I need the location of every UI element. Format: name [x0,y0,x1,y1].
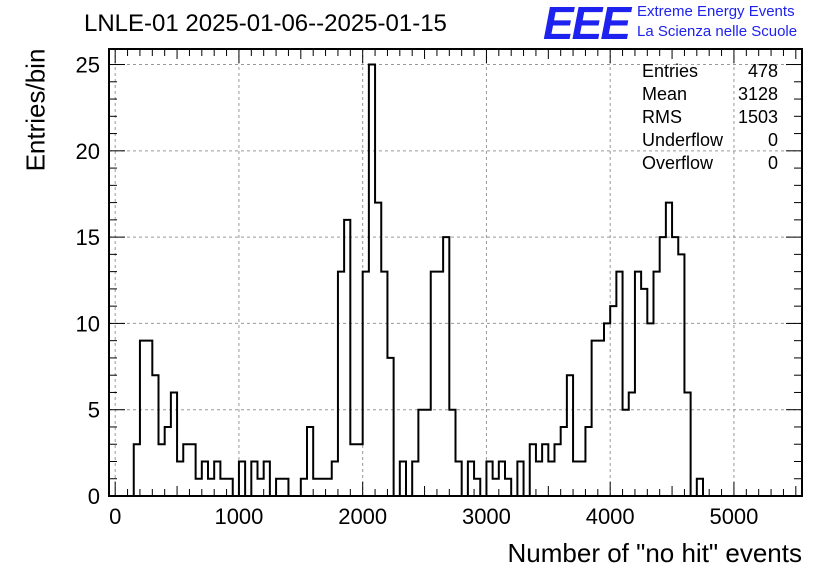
x-tick-label: 5000 [709,504,758,529]
x-axis-label: Number of "no hit" events [507,538,803,568]
chart-title: LNLE-01 2025-01-06--2025-01-15 [84,10,447,37]
stat-row-rms: RMS 1503 [642,106,778,129]
histogram-bin [573,461,579,496]
histogram-bin [493,479,499,496]
histogram-bin [666,203,672,496]
x-tick-label: 2000 [338,504,387,529]
eee-logo: EEE [543,0,631,49]
x-axis-ticks: 0 1000 2000 3000 4000 5000 [109,49,797,529]
stat-value: 0 [767,130,778,150]
histogram-bin [357,444,363,496]
stat-label: Underflow [642,130,724,150]
stat-value: 478 [747,61,778,81]
x-tick-label: 1000 [214,504,263,529]
stat-label: Mean [642,84,688,104]
y-tick-label: 25 [76,53,100,78]
histogram-bin [536,461,542,496]
histogram-series [127,63,710,497]
histogram-bin [326,479,332,496]
x-tick-label: 0 [109,504,121,529]
stat-label: RMS [642,107,682,127]
logo-line-2: La Scienza nelle Scuole [637,23,798,40]
histogram-bin [220,479,226,496]
stat-row-entries: Entries 478 [642,60,778,83]
histogram-bin [177,461,183,496]
logo-line-1: Extreme Energy Events [637,3,795,20]
histogram-bin [548,461,554,496]
stat-value: 0 [767,153,778,173]
histogram-bin [598,341,604,496]
histogram-bin [258,479,264,496]
histogram-bin [313,479,319,496]
x-tick-label: 4000 [586,504,635,529]
histogram-bin [437,272,443,496]
plot-frame [108,48,803,497]
y-tick-label: 20 [76,139,100,164]
histogram-bin [672,237,678,496]
histogram-bin [196,479,202,496]
eee-logo-text: Extreme Energy Events La Scienza nelle S… [637,2,797,42]
histogram-bin [159,444,165,496]
stat-value: 3128 [737,84,778,104]
stat-value: 1503 [737,107,778,127]
histogram-bin [623,410,629,496]
y-axis-ticks: 0 5 10 15 20 25 [76,53,802,509]
histogram-bin [319,479,325,496]
histogram-bin [660,237,666,496]
histogram-outline [127,63,710,497]
stat-row-underflow: Underflow 0 [642,129,778,152]
stat-row-overflow: Overflow 0 [642,152,778,175]
y-tick-label: 5 [88,398,100,423]
y-tick-label: 0 [88,484,100,509]
histogram-bin [425,410,431,496]
stat-row-mean: Mean 3128 [642,83,778,106]
histogram-bin [579,461,585,496]
histogram-bin [610,306,616,496]
x-tick-label: 3000 [462,504,511,529]
statistics-box: Entries 478 Mean 3128 RMS 1503 Underflow 0 Overf… [642,60,778,175]
y-tick-label: 15 [76,225,100,250]
y-axis-label: Entries/bin [20,48,51,172]
histogram-bin [350,444,356,496]
stat-label: Entries [642,61,699,81]
stat-label: Overflow [642,153,714,173]
y-tick-label: 10 [76,311,100,336]
histogram-bin [208,479,214,496]
grid-lines [109,49,802,497]
